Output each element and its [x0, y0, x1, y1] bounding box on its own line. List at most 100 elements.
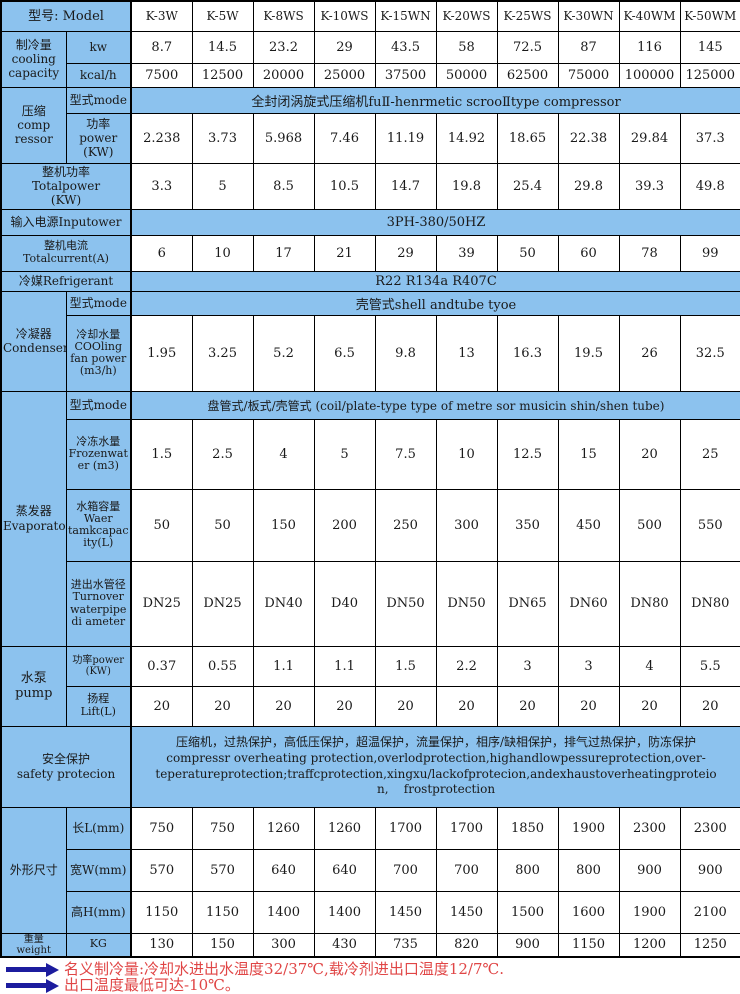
cooling-water-cell: 19.5 [557, 314, 620, 392]
dim-width-cell: 900 [618, 848, 681, 892]
dim-length-cell: 1900 [557, 806, 620, 850]
compressor-power-cell: 14.92 [435, 112, 498, 164]
pump-power-cell: 2.2 [435, 645, 498, 687]
label-total-current: 整机电流 Totalcurrent(A) [0, 234, 133, 272]
label-pump: 水泵 pump [0, 645, 67, 727]
weight-cell: 150 [191, 932, 254, 958]
model-cell: K-20WS [435, 0, 498, 32]
compressor-power-cell: 18.65 [496, 112, 559, 164]
pipe-diameter-cell: DN65 [496, 560, 559, 647]
total-current-cell: 39 [435, 234, 498, 272]
dim-length-cell: 2300 [618, 806, 681, 850]
row-pump-lift: 扬程 Lift(L) 20 20 20 20 20 20 20 20 20 20 [1, 685, 740, 727]
frozen-water-cell: 12.5 [496, 418, 559, 490]
arrow-icon [6, 962, 59, 977]
dim-width-cell: 800 [557, 848, 620, 892]
total-current-cell: 50 [496, 234, 559, 272]
pump-lift-cell: 20 [435, 685, 498, 727]
tank-capacity-cell: 200 [313, 488, 376, 562]
row-tank-capacity: 水箱容量 Waer tamkcapac ity(L) 50 50 150 200 250… [1, 488, 740, 562]
tank-capacity-cell: 350 [496, 488, 559, 562]
dim-length-cell: 1260 [252, 806, 315, 850]
dim-height-cell: 1600 [557, 890, 620, 934]
pipe-diameter-cell: D40 [313, 560, 376, 647]
total-power-cell: 5 [191, 162, 254, 210]
total-power-cell: 39.3 [618, 162, 681, 210]
tank-capacity-cell: 50 [191, 488, 254, 562]
pipe-diameter-cell: DN40 [252, 560, 315, 647]
row-pump-power: 水泵 pump 功率power (KW) 0.37 0.55 1.1 1.1 1.5 2.… [0, 645, 740, 727]
cooling-kcal-cell: 62500 [496, 62, 559, 88]
row-dim-height: 高H(mm) 1150 1150 1400 1400 1450 1450 1500 1600 1… [1, 890, 740, 934]
tank-capacity-cell: 500 [618, 488, 681, 562]
cooling-kw-cell: 87 [557, 30, 620, 64]
dim-length-cell: 1700 [374, 806, 437, 850]
input-power-value: 3PH-380/50HZ [130, 208, 740, 236]
total-power-cell: 29.8 [557, 162, 620, 210]
row-evaporator-mode: 蒸发器 Evaporator 型式mode 盘管式/板式/壳管式 (coil/p… [0, 390, 740, 647]
row-total-power: 整机功率 Totalpower (KW) 3.3 5 8.5 10.5 14.7 19.8… [0, 162, 740, 210]
cooling-kw-cell: 72.5 [496, 30, 559, 64]
weight-cell: 130 [130, 932, 193, 958]
cooling-water-cell: 32.5 [679, 314, 740, 392]
cooling-kcal-cell: 50000 [435, 62, 498, 88]
cooling-kcal-cell: 12500 [191, 62, 254, 88]
label-tank-capacity: 水箱容量 Waer tamkcapac ity(L) [65, 488, 133, 562]
compressor-power-cell: 37.3 [679, 112, 740, 164]
row-frozen-water: 冷冻水量 Frozenwat er (m3) 1.5 2.5 4 5 7.5 10 12.5… [1, 418, 740, 490]
pipe-diameter-cell: DN80 [679, 560, 740, 647]
cooling-kw-cell: 43.5 [374, 30, 437, 64]
label-pump-lift: 扬程 Lift(L) [65, 685, 133, 727]
cooling-water-cell: 26 [618, 314, 681, 392]
total-power-cell: 8.5 [252, 162, 315, 210]
model-cell: K-50WM [679, 0, 740, 32]
frozen-water-cell: 4 [252, 418, 315, 490]
label-dim-height: 高H(mm) [65, 890, 133, 934]
frozen-water-cell: 7.5 [374, 418, 437, 490]
cooling-water-cell: 16.3 [496, 314, 559, 392]
pump-power-cell: 1.1 [313, 645, 376, 687]
total-power-cell: 25.4 [496, 162, 559, 210]
cooling-kw-cell: 116 [618, 30, 681, 64]
cooling-kcal-cell: 100000 [618, 62, 681, 88]
total-current-cell: 6 [130, 234, 193, 272]
dim-width-cell: 570 [130, 848, 193, 892]
spec-table: 型号: Model K-3W K-5W K-8WS K-10WS K-15WN K-20W… [0, 0, 740, 958]
pump-power-cell: 3 [557, 645, 620, 687]
model-cell: K-8WS [252, 0, 315, 32]
pump-lift-cell: 20 [618, 685, 681, 727]
label-refrigerant: 冷媒Refrigerant [0, 270, 133, 292]
tank-capacity-cell: 150 [252, 488, 315, 562]
weight-cell: 430 [313, 932, 376, 958]
row-condenser-water: 冷却水量 COOling fan power (m3/h) 1.95 3.25 5.… [1, 314, 740, 392]
pipe-diameter-cell: DN25 [191, 560, 254, 647]
compressor-power-cell: 3.73 [191, 112, 254, 164]
frozen-water-cell: 25 [679, 418, 740, 490]
dim-length-cell: 2300 [679, 806, 740, 850]
dim-width-cell: 900 [679, 848, 740, 892]
label-dim-length: 长L(mm) [65, 806, 133, 850]
row-dim-length: 外形尺寸 长L(mm) 750 750 1260 1260 1700 1700 1850 19… [0, 806, 740, 934]
dim-height-cell: 1500 [496, 890, 559, 934]
pump-power-cell: 5.5 [679, 645, 740, 687]
cooling-water-cell: 5.2 [252, 314, 315, 392]
pump-power-cell: 1.1 [252, 645, 315, 687]
label-model: 型号: Model [0, 0, 133, 32]
label-weight: 重量 weight [0, 932, 67, 958]
footnote-2: 出口温度最低可达-10℃。 [6, 978, 740, 993]
cooling-water-cell: 6.5 [313, 314, 376, 392]
dim-height-cell: 1150 [130, 890, 193, 934]
row-compressor-power: 功率 power (KW) 2.238 3.73 5.968 7.46 11.19 14.… [1, 112, 740, 164]
cooling-water-cell: 13 [435, 314, 498, 392]
total-power-cell: 3.3 [130, 162, 193, 210]
frozen-water-cell: 5 [313, 418, 376, 490]
weight-cell: 1150 [557, 932, 620, 958]
dim-height-cell: 1450 [374, 890, 437, 934]
label-input-power: 输入电源Inputower [0, 208, 133, 236]
dim-length-cell: 750 [191, 806, 254, 850]
total-current-cell: 78 [618, 234, 681, 272]
weight-cell: 1250 [679, 932, 740, 958]
pipe-diameter-cell: DN50 [374, 560, 437, 647]
row-safety: 安全保护 safety protecion 压缩机，过热保护，高低压保护，超温保… [0, 725, 740, 808]
row-compressor-mode: 压缩 comp ressor 型式mode 全封闭涡旋式压缩机fuⅡ-henrm… [0, 86, 740, 164]
